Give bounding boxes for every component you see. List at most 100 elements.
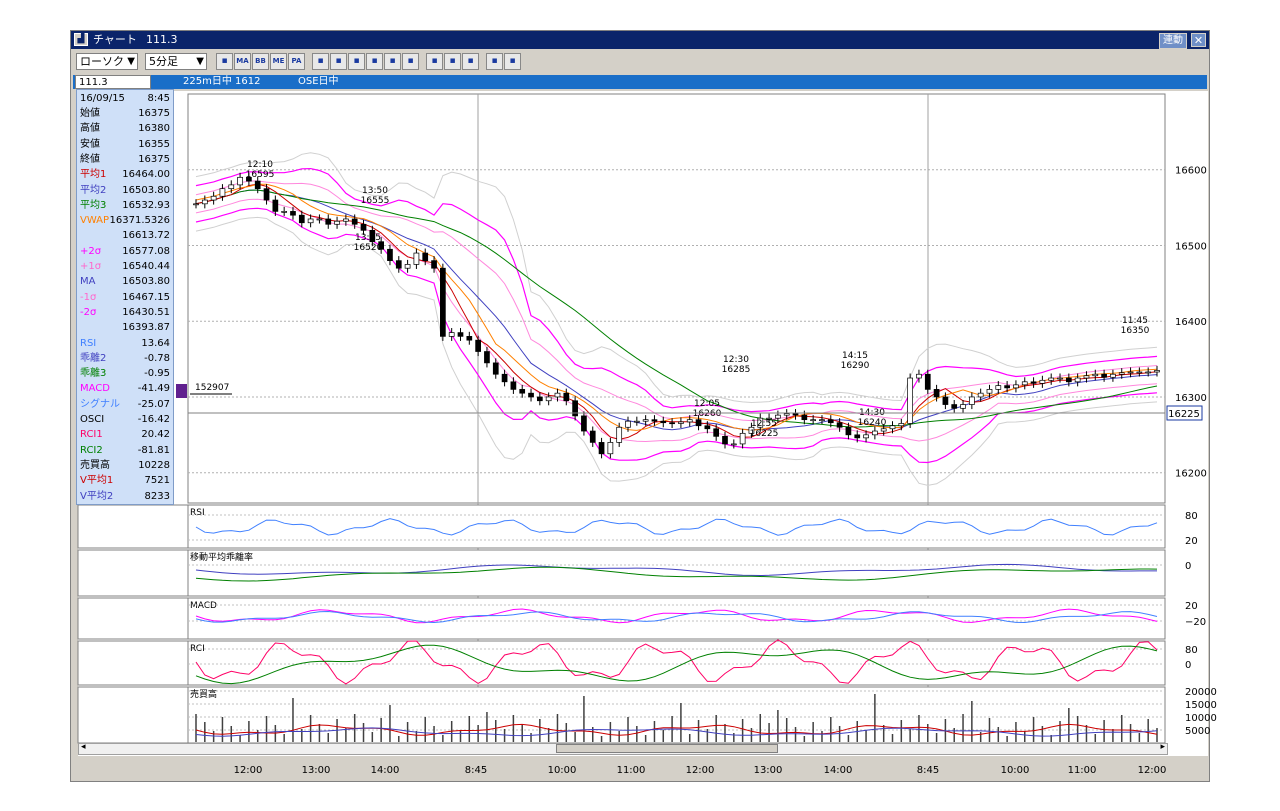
indicator-pane (77, 686, 1166, 744)
search-icon[interactable]: ▪ (486, 53, 503, 70)
candle-body (889, 425, 896, 430)
candle-body (219, 188, 226, 197)
annotation-price: 16225 (750, 429, 779, 439)
info-row: RCI1 20.42 (79, 428, 171, 442)
candle-body (801, 414, 808, 421)
chart-icon[interactable]: ▪ (330, 53, 347, 70)
info-row: 平均3 16532.93 (79, 199, 171, 213)
rsi-line (195, 518, 1158, 536)
candle-body (554, 392, 561, 398)
candle-body (1092, 373, 1099, 377)
candle-body (651, 419, 658, 422)
candle-body (660, 420, 667, 424)
candle-body (572, 400, 578, 417)
candle-body (519, 389, 526, 394)
info-value: 16380 (138, 123, 170, 135)
candle-body (1136, 371, 1143, 374)
info-label: +1σ (80, 261, 102, 272)
info-row: MACD -41.49 (79, 382, 171, 396)
x-tick-label: 12:00 (1138, 765, 1167, 776)
y-tick-label: 16400 (1175, 317, 1207, 328)
candle-body (404, 264, 411, 269)
candle-body (528, 392, 534, 398)
link-button[interactable]: 連動 (1159, 33, 1187, 49)
candle-body (1083, 375, 1090, 379)
zoom-icon[interactable]: ▪ (366, 53, 383, 70)
info-date: 16/09/15 (80, 93, 125, 104)
info-value: -0.95 (144, 368, 170, 380)
info-label: MACD (80, 383, 110, 395)
info-value: 7521 (144, 475, 170, 487)
info-label: RCI2 (80, 444, 103, 456)
annotation-price: 16260 (693, 409, 722, 419)
info-value: -0.78 (144, 352, 170, 364)
info-row: RSI 13.64 (79, 337, 171, 351)
cursor-icon[interactable]: ▪ (444, 53, 461, 70)
y-tick-label: 16300 (1175, 393, 1207, 404)
annotation-time: 14:15 (842, 351, 868, 361)
clear-icon[interactable]: ▪ (504, 53, 521, 70)
scroll-left-arrow-icon[interactable]: ◂ (81, 742, 86, 752)
vwap-line (195, 183, 1158, 431)
horizontal-scrollbar[interactable]: ◂ ▸ (78, 742, 1168, 755)
indicator-name: 売買高 (190, 688, 217, 700)
candle-body (413, 252, 420, 265)
candle-body (907, 377, 913, 424)
title-bar[interactable]: ▟ チャート 111.3 連動 ✕ (71, 31, 1209, 49)
star-icon[interactable]: ▪ (348, 53, 365, 70)
ma-icon[interactable]: MA (234, 53, 251, 70)
close-icon[interactable]: ✕ (1191, 33, 1206, 47)
x-tick-label: 14:00 (371, 765, 400, 776)
candle-body (510, 381, 517, 390)
chart-settings-icon[interactable]: ▪ (216, 53, 233, 70)
annotation-price: 16290 (841, 361, 870, 371)
candle-body (492, 362, 499, 375)
scroll-right-arrow-icon[interactable]: ▸ (1160, 742, 1165, 752)
pen-icon[interactable]: ▪ (426, 53, 443, 70)
bb-icon[interactable]: BB (252, 53, 269, 70)
candle-body (210, 195, 217, 201)
chart-type-select[interactable]: ローソク ▼ (76, 53, 138, 70)
info-label: 平均3 (80, 199, 107, 211)
bars-icon[interactable]: ▪ (402, 53, 419, 70)
annotation-price: 16555 (361, 196, 390, 206)
info-row: -2σ 16430.51 (79, 306, 171, 320)
me-icon[interactable]: ME (270, 53, 287, 70)
info-value: 16532.93 (122, 199, 170, 211)
annotation-time: 11:45 (1122, 316, 1148, 326)
candle-body (775, 414, 781, 419)
indicator-tick-label: 15000 (1185, 700, 1217, 711)
signal-line (195, 610, 1158, 624)
info-value: 16577.08 (122, 245, 170, 257)
timeframe-select[interactable]: 5分足 ▼ (145, 53, 207, 70)
chevron-down-icon: ▼ (127, 56, 135, 67)
candle-body (325, 218, 332, 225)
moving-average-long-line (195, 189, 1158, 428)
annotation-time: 12:55 (751, 419, 777, 429)
indicator-tick-label: 10000 (1185, 713, 1217, 724)
pa-icon[interactable]: PA (288, 53, 305, 70)
candle-body (951, 404, 958, 409)
candle-body (810, 419, 817, 422)
candle-body (616, 426, 623, 443)
grid-icon[interactable]: ▪ (384, 53, 401, 70)
candle-body (678, 421, 684, 424)
scrollbar-thumb[interactable] (556, 744, 778, 753)
symbol-bar: 111.3 225m日中 1612 OSE日中 (73, 75, 1207, 89)
candle-body (827, 419, 834, 424)
info-time: 8:45 (147, 93, 170, 104)
candle-body (1004, 385, 1010, 389)
info-row: 高値 16380 (79, 122, 171, 136)
trendline-icon[interactable]: ▪ (312, 53, 329, 70)
info-label: V平均2 (80, 490, 114, 502)
info-value: 16371.5326 (109, 215, 170, 227)
info-row: 終値 16375 (79, 153, 171, 167)
info-row: 16393.87 (79, 321, 171, 335)
symbol-code-field[interactable]: 111.3 (75, 75, 151, 89)
candle-body (757, 417, 764, 428)
info-label: V平均1 (80, 475, 114, 487)
eraser-icon[interactable]: ▪ (462, 53, 479, 70)
y-tick-label: 16500 (1175, 241, 1207, 252)
info-row: シグナル -25.07 (79, 398, 171, 412)
